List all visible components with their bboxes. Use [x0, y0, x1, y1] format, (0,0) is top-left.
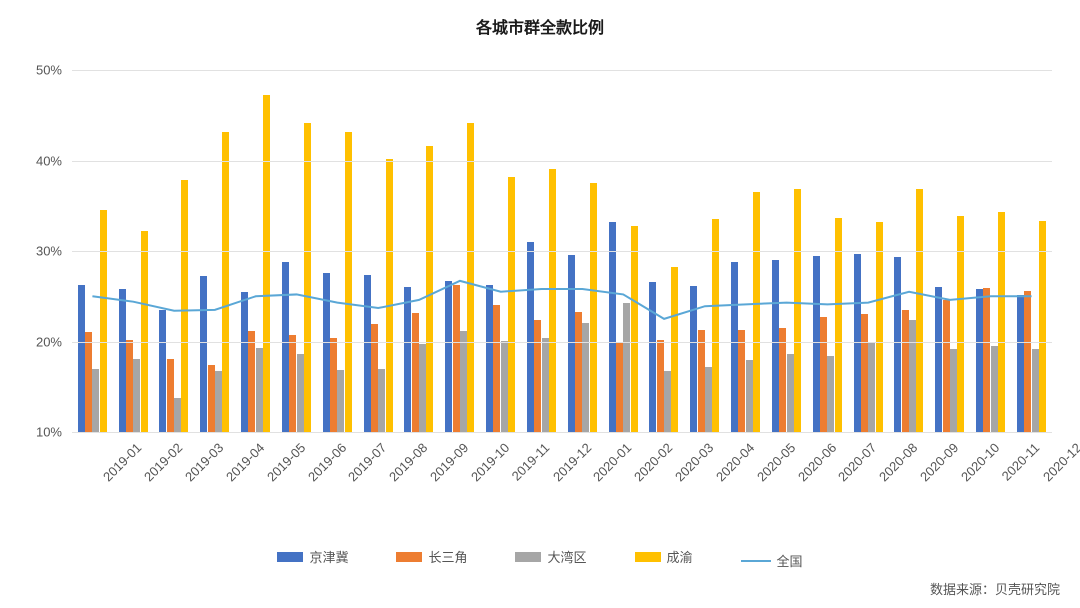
- x-tick-label: 2019-08: [386, 440, 430, 484]
- x-tick-label: 2020-09: [917, 440, 961, 484]
- x-tick-label: 2020-05: [754, 440, 798, 484]
- x-tick-label: 2019-12: [550, 440, 594, 484]
- y-tick-label: 50%: [36, 63, 72, 78]
- gridline: [72, 161, 1052, 162]
- x-tick-label: 2019-05: [264, 440, 308, 484]
- chart-container: 各城市群全款比例 2019-012019-022019-032019-04201…: [0, 0, 1080, 608]
- legend-swatch: [635, 552, 661, 562]
- legend-item: 全国: [741, 551, 803, 570]
- legend: 京津冀 长三角 大湾区 成渝 全国: [0, 547, 1080, 570]
- x-tick-label: 2020-08: [876, 440, 920, 484]
- x-tick-label: 2019-10: [468, 440, 512, 484]
- chart-title: 各城市群全款比例: [0, 14, 1080, 38]
- line-series: [92, 281, 1031, 319]
- source-label: 数据来源：贝壳研究院: [930, 579, 1060, 598]
- legend-label: 长三角: [428, 547, 467, 566]
- x-tick-label: 2020-06: [795, 440, 839, 484]
- gridline: [72, 342, 1052, 343]
- x-tick-label: 2020-12: [1040, 440, 1080, 484]
- x-tick-label: 2019-03: [182, 440, 226, 484]
- x-tick-label: 2020-10: [958, 440, 1002, 484]
- legend-label: 成渝: [667, 547, 693, 566]
- legend-swatch: [515, 552, 541, 562]
- x-tick-label: 2020-02: [631, 440, 675, 484]
- y-tick-label: 40%: [36, 153, 72, 168]
- x-tick-label: 2020-01: [590, 440, 634, 484]
- legend-label: 大湾区: [547, 547, 586, 566]
- x-tick-label: 2020-04: [713, 440, 757, 484]
- legend-swatch-line: [741, 560, 771, 562]
- x-tick-label: 2019-07: [345, 440, 389, 484]
- gridline: [72, 70, 1052, 71]
- gridline: [72, 432, 1052, 433]
- x-tick-label: 2019-01: [100, 440, 144, 484]
- plot-area: 2019-012019-022019-032019-042019-052019-…: [72, 70, 1052, 432]
- legend-swatch: [396, 552, 422, 562]
- legend-item: 大湾区: [515, 547, 586, 566]
- y-tick-label: 10%: [36, 425, 72, 440]
- x-tick-label: 2019-06: [305, 440, 349, 484]
- x-tick-label: 2020-11: [998, 440, 1042, 484]
- x-tick-label: 2019-11: [508, 440, 552, 484]
- legend-label: 京津冀: [309, 547, 348, 566]
- x-tick-label: 2019-04: [223, 440, 267, 484]
- x-tick-label: 2019-09: [427, 440, 471, 484]
- legend-item: 长三角: [396, 547, 467, 566]
- legend-label: 全国: [777, 551, 803, 570]
- x-tick-label: 2020-03: [672, 440, 716, 484]
- legend-item: 成渝: [635, 547, 693, 566]
- x-tick-label: 2020-07: [835, 440, 879, 484]
- legend-item: 京津冀: [277, 547, 348, 566]
- gridline: [72, 251, 1052, 252]
- legend-swatch: [277, 552, 303, 562]
- y-tick-label: 20%: [36, 334, 72, 349]
- y-tick-label: 30%: [36, 244, 72, 259]
- x-tick-label: 2019-02: [141, 440, 185, 484]
